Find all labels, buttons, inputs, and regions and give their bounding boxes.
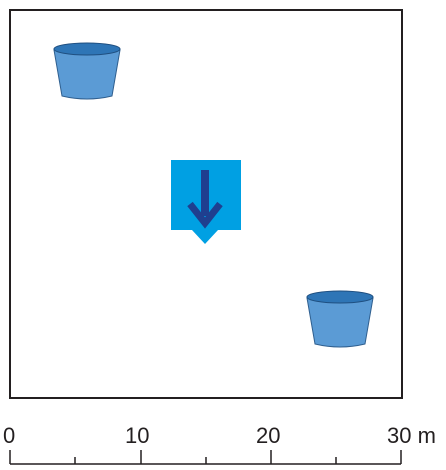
- scale-label-0: 0: [3, 423, 16, 448]
- bucket-icon: [53, 42, 121, 100]
- scale-label-20: 20: [256, 423, 281, 448]
- scale-label-30: 30 m: [387, 423, 436, 448]
- scale-label-10: 10: [125, 423, 150, 448]
- bucket-icon: [306, 290, 374, 348]
- down-arrow-icon: [171, 160, 241, 244]
- scale-bar: [9, 450, 402, 465]
